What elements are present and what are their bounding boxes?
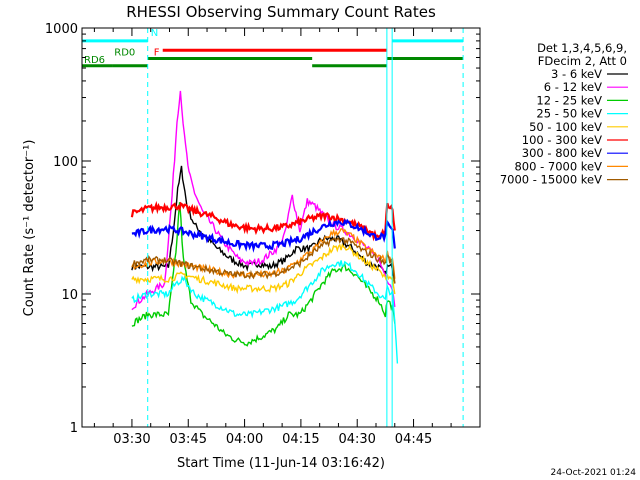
legend-entry-label: 800 - 7000 keV	[514, 159, 602, 173]
series-line-25-50-kev	[131, 260, 399, 364]
series-line-7000-15000-kev	[131, 237, 396, 284]
legend-entry-label: 300 - 800 keV	[522, 146, 602, 160]
series-line-800-7000-kev	[131, 227, 396, 279]
flag-bars: NF RD0 RD6	[82, 28, 464, 68]
legend-header-line: FDecim 2, Att 0	[538, 54, 627, 68]
x-tick-label: 04:00	[226, 432, 263, 447]
legend-entry-label: 100 - 300 keV	[522, 133, 602, 147]
y-tick-label: 10	[61, 288, 78, 303]
series-line-300-800-kev	[131, 218, 396, 253]
series-line-6-12-kev	[131, 90, 396, 311]
legend-entry-label: 3 - 6 keV	[551, 67, 602, 81]
flag-label-f: F	[154, 47, 160, 58]
legend-entry-label: 7000 - 15000 keV	[500, 173, 602, 187]
vertical-markers	[147, 28, 464, 427]
x-tick-label: 04:30	[338, 432, 375, 447]
y-axis-ticks: 1 10 100 1000	[45, 22, 480, 436]
flag-label-rd0: RD0	[114, 47, 135, 58]
x-tick-label: 04:45	[395, 432, 432, 447]
series-line-3-6-kev	[131, 165, 396, 284]
series-line-50-100-kev	[131, 243, 396, 295]
y-tick-label: 1	[70, 421, 78, 436]
timestamp: 24-Oct-2021 01:24	[551, 468, 637, 478]
y-tick-label: 100	[53, 155, 78, 170]
y-tick-label: 1000	[45, 22, 78, 37]
legend-header-line: Det 1,3,4,5,6,9,	[537, 41, 627, 55]
series-line-100-300-kev	[130, 200, 396, 242]
chart-title: RHESSI Observing Summary Count Rates	[126, 3, 436, 21]
legend-entry-label: 12 - 25 keV	[536, 93, 602, 107]
legend-entry-label: 25 - 50 keV	[536, 107, 602, 121]
series-lines	[130, 90, 399, 364]
x-tick-label: 03:45	[170, 432, 207, 447]
flag-label-n: N	[151, 28, 158, 39]
legend: Det 1,3,4,5,6,9,FDecim 2, Att 03 - 6 keV…	[500, 41, 628, 187]
x-tick-label: 03:30	[113, 432, 150, 447]
flag-label-rd6: RD6	[84, 55, 105, 66]
legend-entry-label: 50 - 100 keV	[529, 120, 602, 134]
x-axis-ticks: 03:30 03:45 04:00 04:15 04:30 04:45	[93, 28, 452, 447]
y-axis-label: Count Rate (s⁻¹ detector⁻¹)	[22, 140, 37, 317]
x-axis-label: Start Time (11-Jun-14 03:16:42)	[177, 456, 385, 471]
plot-frame	[81, 27, 481, 428]
x-tick-label: 04:15	[282, 432, 319, 447]
series-line-12-25-kev	[131, 202, 396, 347]
legend-entry-label: 6 - 12 keV	[544, 80, 602, 94]
